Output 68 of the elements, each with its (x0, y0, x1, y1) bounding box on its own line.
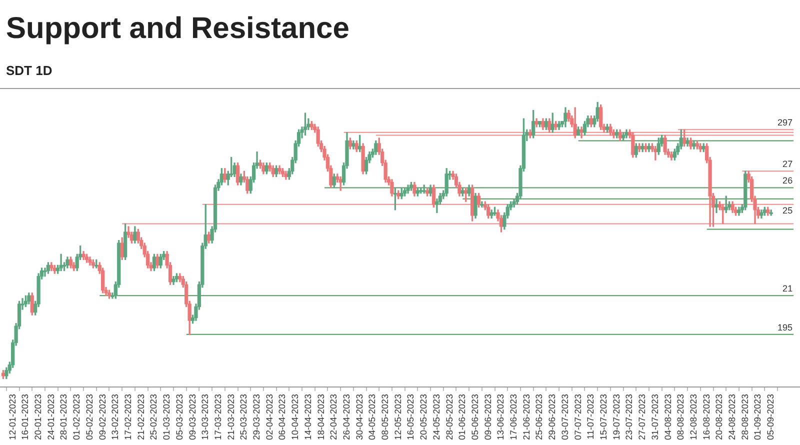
x-tick-label: 29-06-2023 (547, 394, 558, 440)
x-tick-label: 20-05-2023 (418, 394, 429, 440)
x-tick-label: 10-04-2023 (290, 394, 300, 440)
x-tick-label: 04-05-2023 (367, 394, 378, 440)
chart-subtitle: SDT 1D (6, 63, 52, 78)
x-tick-label: 01-06-2023 (457, 394, 468, 440)
x-tick-label: 21-03-2023 (226, 394, 236, 440)
x-tick-label: 04-08-2023 (662, 394, 673, 440)
x-tick-label: 28-08-2023 (740, 394, 750, 440)
x-tick-label: 03-07-2023 (560, 394, 570, 440)
x-tick-label: 09-03-2023 (187, 394, 198, 440)
x-tick-label: 21-02-2023 (136, 394, 146, 440)
series-label: 25 (782, 205, 793, 216)
x-tick-label: 17-06-2023 (508, 394, 519, 440)
x-tick-label: 02-04-2023 (264, 394, 274, 440)
x-tick-label: 30-04-2023 (354, 394, 364, 440)
x-tick-label: 26-04-2023 (341, 394, 352, 440)
series-label: 27 (782, 159, 793, 170)
x-tick-label: 19-07-2023 (611, 394, 622, 440)
x-tick-label: 05-03-2023 (174, 394, 184, 440)
x-tick-label: 25-06-2023 (534, 394, 544, 440)
x-tick-label: 25-02-2023 (148, 394, 159, 440)
x-tick-label: 08-08-2023 (676, 394, 686, 440)
x-tick-label: 01-03-2023 (162, 394, 172, 440)
x-tick-label: 28-01-2023 (58, 394, 69, 440)
x-tick-label: 22-04-2023 (328, 394, 339, 440)
x-tick-label: 08-05-2023 (380, 394, 390, 440)
x-tick-label: 25-03-2023 (238, 394, 249, 440)
series-label: 26 (782, 176, 793, 186)
x-tick-label: 09-02-2023 (97, 394, 108, 440)
x-tick-label: 15-07-2023 (598, 394, 608, 440)
x-tick-label: 23-07-2023 (624, 394, 634, 440)
x-tick-label: 01-02-2023 (72, 394, 82, 440)
x-tick-label: 12-05-2023 (392, 394, 403, 440)
x-tick-label: 06-04-2023 (277, 394, 288, 440)
chart-title: Support and Resistance (6, 12, 350, 46)
x-tick-label: 20-08-2023 (714, 394, 724, 440)
x-tick-label: 11-07-2023 (586, 394, 596, 440)
x-tick-label: 05-06-2023 (470, 394, 480, 440)
x-tick-label: 16-08-2023 (701, 394, 712, 440)
x-tick-label: 29-03-2023 (252, 394, 262, 440)
x-tick-label: 24-08-2023 (727, 394, 738, 440)
x-tick-label: 31-07-2023 (650, 394, 660, 440)
x-tick-label: 17-02-2023 (123, 394, 133, 440)
x-tick-label: 01-09-2023 (752, 394, 763, 440)
x-tick-label: 24-05-2023 (431, 394, 442, 440)
x-tick-label: 12-01-2023 (7, 394, 18, 440)
x-tick-label: 13-03-2023 (200, 394, 210, 440)
x-tick-label: 13-06-2023 (496, 394, 506, 440)
series-label: 297 (778, 118, 793, 128)
x-tick-label: 09-06-2023 (482, 394, 493, 440)
x-tick-label: 16-05-2023 (406, 394, 416, 440)
x-tick-label: 14-04-2023 (302, 394, 313, 440)
x-tick-label: 13-02-2023 (110, 394, 120, 440)
x-tick-label: 16-01-2023 (20, 394, 30, 440)
x-tick-label: 18-04-2023 (316, 394, 326, 440)
x-tick-label: 21-06-2023 (521, 394, 532, 440)
x-tick-label: 07-07-2023 (572, 394, 583, 440)
x-tick-label: 20-01-2023 (33, 394, 44, 440)
x-tick-label: 05-09-2023 (766, 394, 776, 440)
x-tick-label: 28-05-2023 (444, 394, 454, 440)
x-tick-label: 17-03-2023 (212, 394, 223, 440)
series-label: 195 (778, 322, 793, 332)
series-label: 21 (782, 284, 793, 294)
x-tick-label: 12-08-2023 (688, 394, 698, 440)
x-tick-label: 27-07-2023 (637, 394, 648, 440)
x-tick-label: 05-02-2023 (84, 394, 94, 440)
x-tick-label: 24-01-2023 (46, 394, 56, 440)
